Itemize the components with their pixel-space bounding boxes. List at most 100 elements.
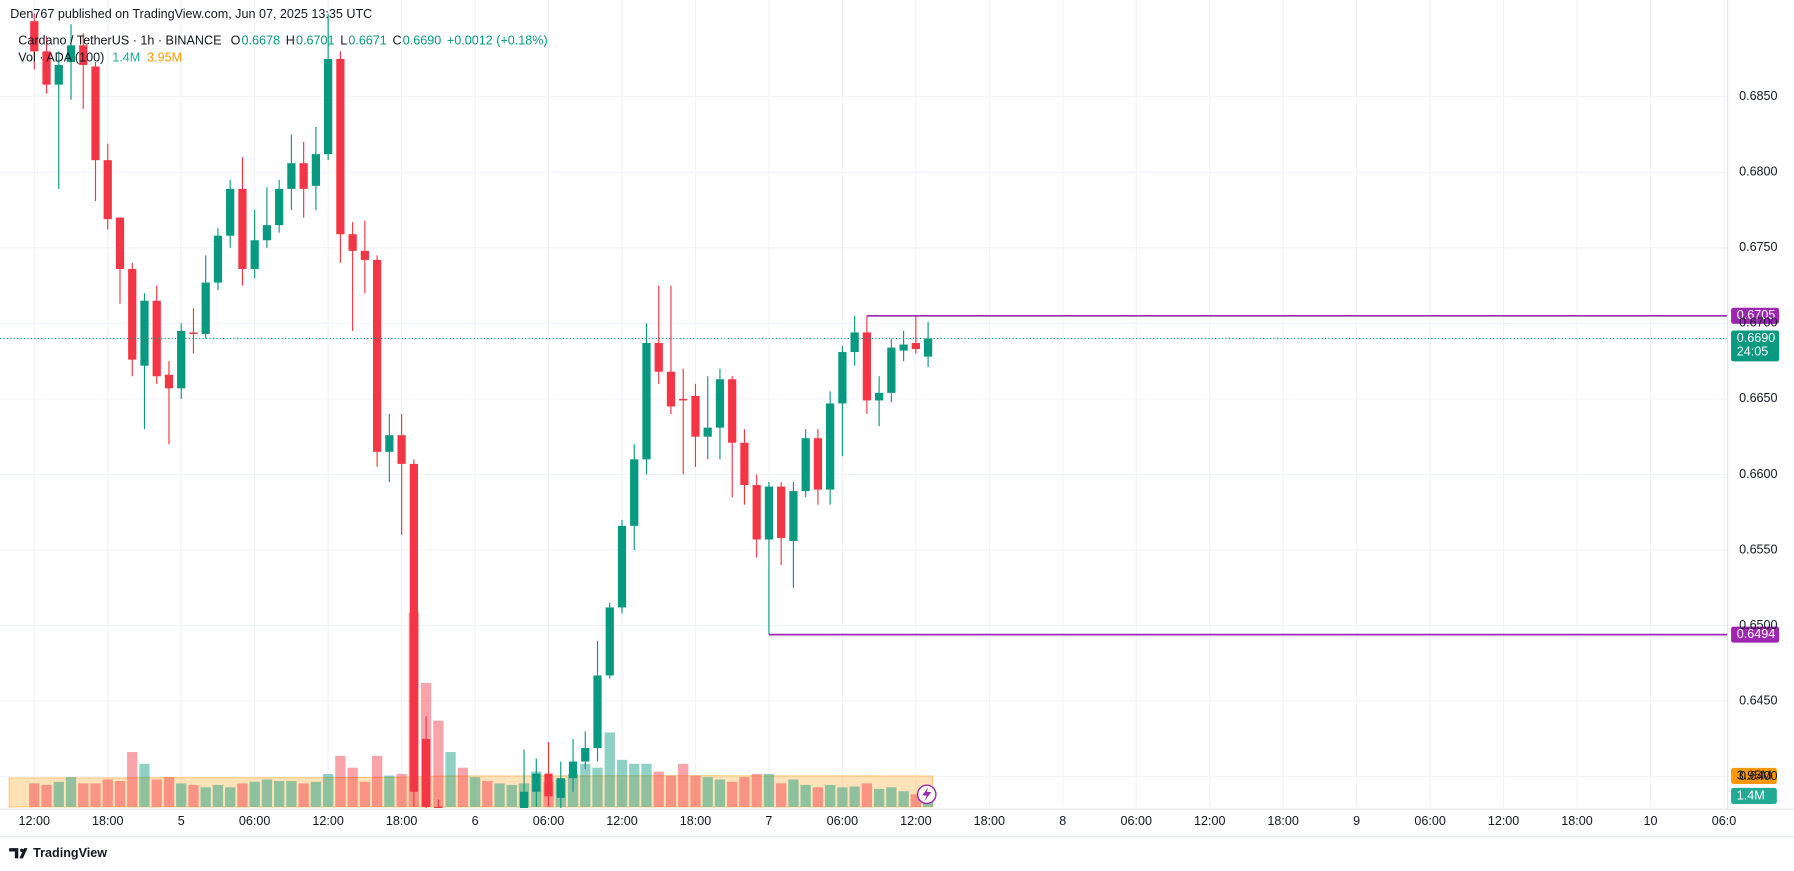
volume-bar: [506, 784, 517, 807]
x-tick-label: 8: [1059, 814, 1066, 828]
volume-bar: [347, 767, 358, 807]
candle-body: [764, 486, 774, 540]
brand: TradingView: [33, 846, 107, 860]
candle-body: [79, 45, 88, 65]
candle-body: [164, 374, 174, 389]
level-label: 0.6705: [1737, 308, 1775, 322]
candle-body: [30, 21, 39, 52]
y-tick-label: 0.6750: [1739, 240, 1777, 254]
last-price-label: 0.6690: [1737, 331, 1775, 345]
volume-bar: [371, 755, 383, 807]
volume-bar: [837, 787, 848, 807]
candle-body: [899, 344, 908, 351]
ohlc-value: 0.6671: [348, 34, 386, 48]
candle-body: [666, 371, 676, 407]
volume-bar: [114, 781, 126, 807]
volume-bar: [898, 791, 909, 807]
volume-bar: [41, 784, 52, 807]
candle-body: [250, 240, 259, 269]
x-tick-label: 18:00: [974, 814, 1005, 828]
volume-bar: [825, 784, 836, 807]
candle-body: [299, 163, 308, 189]
level-label: 0.6494: [1737, 627, 1775, 641]
candle-body: [777, 486, 786, 538]
volume-bar: [469, 777, 481, 807]
volume-bar: [139, 763, 150, 807]
candle-body: [91, 66, 100, 161]
volume-bar: [65, 777, 77, 807]
volume-bar: [494, 783, 505, 807]
candle-body: [630, 459, 639, 526]
candle-body: [556, 778, 565, 798]
candle-body: [679, 398, 688, 401]
volume-bar: [396, 773, 407, 807]
y-tick-label: 0.6550: [1739, 542, 1777, 556]
candle-body: [508, 819, 516, 830]
candle-body: [189, 332, 198, 334]
volume-bar: [212, 784, 224, 807]
volume-bar: [310, 781, 322, 807]
volume-bar: [678, 763, 689, 807]
volume-bar: [445, 752, 456, 807]
y-tick-label: 0.6450: [1739, 693, 1777, 707]
volume-bar: [249, 781, 260, 807]
volume-badge-label: 3.95M: [1737, 768, 1772, 782]
change: +0.0012 (+0.18%): [447, 34, 548, 48]
logo-dot: [20, 848, 24, 853]
grid: [0, 0, 1728, 807]
candle-body: [911, 343, 920, 350]
candle-body: [862, 332, 872, 401]
x-tick-label: 18:00: [92, 814, 123, 828]
volume-bar: [102, 779, 113, 807]
candle-body: [728, 379, 737, 443]
brand-logo: [9, 848, 28, 859]
candle-body: [42, 51, 51, 85]
ohlc-key: L: [340, 34, 347, 48]
volume-bar: [714, 779, 726, 807]
candle-body: [838, 352, 847, 404]
volume-pane: [8, 612, 934, 808]
volume-bar: [322, 773, 334, 807]
candle-body: [324, 58, 333, 155]
candle-body: [311, 154, 321, 186]
volume-bar: [702, 777, 713, 807]
volume-bar: [274, 781, 285, 807]
candle-body: [752, 485, 761, 540]
candle-body: [617, 525, 627, 608]
candle-body: [593, 675, 602, 748]
y-tick-label: 0.6700: [1739, 316, 1777, 330]
volume-bar: [286, 781, 297, 807]
candle-body: [544, 773, 553, 797]
volume-bar: [788, 779, 799, 807]
candle-body: [275, 188, 284, 226]
volume-indicator: Vol · ADA (100): [18, 51, 104, 65]
candle-body: [213, 235, 223, 283]
x-tick-label: 5: [178, 814, 185, 828]
candle-body: [801, 438, 810, 492]
volume-bar: [580, 763, 591, 807]
candle-body: [568, 761, 578, 779]
y-tick-label: 0.6850: [1739, 89, 1777, 103]
volume-bar: [433, 720, 444, 807]
candle-body: [495, 830, 503, 841]
volume-bar: [849, 786, 860, 807]
x-tick-label: 12:00: [1194, 814, 1225, 828]
candle-body: [66, 45, 76, 62]
candle-body: [740, 442, 749, 486]
candle-body: [128, 268, 137, 360]
candle-body: [459, 830, 467, 853]
candle-body: [409, 463, 418, 792]
x-tick-label: 9: [1353, 814, 1360, 828]
volume-bar: [629, 763, 640, 807]
x-tick-label: 06:00: [1414, 814, 1445, 828]
x-tick-label: 12:00: [1488, 814, 1519, 828]
y-tick-label: 0.6650: [1739, 391, 1777, 405]
ohlc-key: O: [231, 34, 241, 48]
x-tick-label: 06:0: [1712, 814, 1736, 828]
ohlc-key: C: [393, 34, 402, 48]
volume-bar: [616, 759, 628, 807]
volume-bar: [739, 777, 750, 807]
